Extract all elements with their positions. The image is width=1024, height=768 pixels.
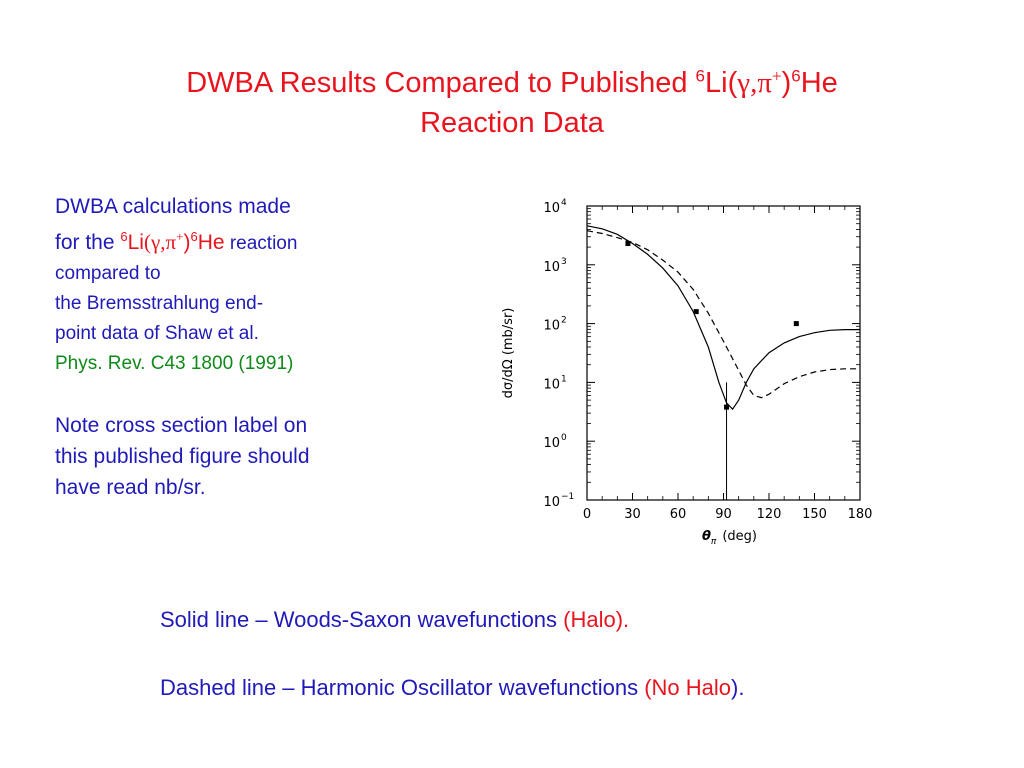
plot-frame [586, 205, 861, 501]
y-tick-exponent: 3 [561, 257, 567, 267]
note-text: Note cross section label on this publish… [55, 414, 310, 499]
data-point [625, 241, 631, 247]
x-tick-label: 60 [670, 507, 687, 522]
x-axis-symbol: θ [702, 529, 711, 544]
y-axis-label: dσ/dΩ (mb/sr) [501, 308, 516, 399]
x-tick-label: 120 [757, 507, 782, 522]
description-text: DWBA calculations made for the 6Li(γ,π+)… [55, 192, 395, 379]
x-tick-label: 150 [802, 507, 827, 522]
solid-curve [586, 225, 860, 411]
legend-dashed: Dashed line – Harmonic Oscillator wavefu… [160, 675, 745, 700]
y-tick-exponent: 0 [561, 433, 567, 443]
y-tick-exponent: 1 [561, 374, 567, 384]
x-axis-label: θπ (deg) [702, 529, 757, 547]
x-axis-unit: (deg) [722, 529, 757, 544]
x-tick-label: 0 [583, 507, 591, 522]
data-point [693, 309, 699, 315]
y-tick-label: 10 [543, 319, 560, 334]
legend-solid: Solid line – Woods-Saxon wavefunctions (… [160, 607, 630, 632]
description-line-2: for the 6Li(γ,π+)6He reaction [55, 229, 298, 254]
y-tick-exponent: 4 [561, 198, 567, 208]
dashed-curve [586, 230, 860, 399]
y-tick-label: 10 [543, 377, 560, 392]
y-tick-label: 10 [543, 260, 560, 275]
title-line-2: Reaction Data [420, 106, 604, 139]
title-line-1: DWBA Results Compared to Published 6Li(γ… [186, 66, 838, 99]
x-tick-label: 180 [848, 507, 873, 522]
x-tick-label: 90 [715, 507, 732, 522]
data-point [793, 321, 799, 327]
x-tick-label: 30 [624, 507, 641, 522]
y-tick-exponent: −1 [561, 492, 574, 502]
y-tick-exponent: 2 [561, 316, 567, 326]
y-tick-label: 10 [543, 201, 560, 216]
x-axis-subscript: π [711, 537, 717, 547]
reference-citation: Phys. Rev. C43 1800 (1991) [55, 353, 294, 374]
y-tick-label: 10 [543, 436, 560, 451]
y-tick-label: 10 [543, 495, 560, 510]
slide-title: DWBA Results Compared to Published 6Li(γ… [0, 56, 1024, 143]
